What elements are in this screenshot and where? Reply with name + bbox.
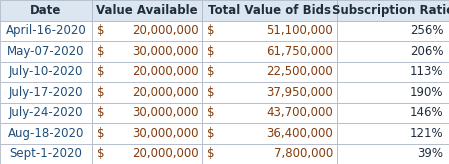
Text: 190%: 190% xyxy=(410,86,444,99)
Bar xyxy=(92,123,202,144)
Bar xyxy=(92,82,202,102)
Text: $: $ xyxy=(97,106,105,119)
Text: Aug-18-2020: Aug-18-2020 xyxy=(8,127,84,140)
Bar xyxy=(337,123,449,144)
Bar xyxy=(202,0,337,20)
Bar xyxy=(92,20,202,41)
Bar xyxy=(337,0,449,20)
Text: 113%: 113% xyxy=(410,65,444,78)
Bar xyxy=(0,102,92,123)
Bar xyxy=(0,62,92,82)
Text: $: $ xyxy=(97,86,105,99)
Bar xyxy=(0,41,92,62)
Text: July-17-2020: July-17-2020 xyxy=(9,86,83,99)
Bar xyxy=(202,41,337,62)
Text: 256%: 256% xyxy=(410,24,444,37)
Text: $: $ xyxy=(97,127,105,140)
Text: 39%: 39% xyxy=(418,147,444,160)
Text: 43,700,000: 43,700,000 xyxy=(266,106,333,119)
Text: 61,750,000: 61,750,000 xyxy=(266,45,333,58)
Bar xyxy=(92,62,202,82)
Bar xyxy=(337,62,449,82)
Bar xyxy=(202,20,337,41)
Text: Total Value of Bids: Total Value of Bids xyxy=(208,4,331,17)
Text: April-16-2020: April-16-2020 xyxy=(6,24,86,37)
Bar xyxy=(202,62,337,82)
Bar xyxy=(337,82,449,102)
Text: 206%: 206% xyxy=(410,45,444,58)
Text: Date: Date xyxy=(31,4,62,17)
Text: $: $ xyxy=(207,147,215,160)
Text: 30,000,000: 30,000,000 xyxy=(132,127,198,140)
Text: $: $ xyxy=(207,65,215,78)
Text: 30,000,000: 30,000,000 xyxy=(132,45,198,58)
Bar xyxy=(0,123,92,144)
Text: July-10-2020: July-10-2020 xyxy=(9,65,83,78)
Bar xyxy=(337,41,449,62)
Text: May-07-2020: May-07-2020 xyxy=(7,45,85,58)
Bar xyxy=(337,102,449,123)
Bar xyxy=(92,0,202,20)
Bar xyxy=(0,0,92,20)
Text: 20,000,000: 20,000,000 xyxy=(132,65,198,78)
Text: $: $ xyxy=(207,24,215,37)
Text: 22,500,000: 22,500,000 xyxy=(266,65,333,78)
Text: 20,000,000: 20,000,000 xyxy=(132,24,198,37)
Bar xyxy=(92,144,202,164)
Text: July-24-2020: July-24-2020 xyxy=(9,106,83,119)
Bar xyxy=(202,102,337,123)
Bar xyxy=(202,123,337,144)
Bar xyxy=(92,41,202,62)
Text: $: $ xyxy=(97,24,105,37)
Bar xyxy=(337,20,449,41)
Text: Sept-1-2020: Sept-1-2020 xyxy=(9,147,83,160)
Bar xyxy=(0,144,92,164)
Bar xyxy=(0,20,92,41)
Text: $: $ xyxy=(207,45,215,58)
Text: $: $ xyxy=(207,127,215,140)
Text: 7,800,000: 7,800,000 xyxy=(274,147,333,160)
Text: 20,000,000: 20,000,000 xyxy=(132,86,198,99)
Text: 20,000,000: 20,000,000 xyxy=(132,147,198,160)
Text: Subscription Ratio: Subscription Ratio xyxy=(332,4,449,17)
Bar xyxy=(92,102,202,123)
Bar xyxy=(202,82,337,102)
Bar xyxy=(337,144,449,164)
Text: $: $ xyxy=(207,86,215,99)
Text: Value Available: Value Available xyxy=(96,4,198,17)
Text: 121%: 121% xyxy=(410,127,444,140)
Text: 30,000,000: 30,000,000 xyxy=(132,106,198,119)
Text: $: $ xyxy=(97,45,105,58)
Bar xyxy=(202,144,337,164)
Bar xyxy=(0,82,92,102)
Text: $: $ xyxy=(97,65,105,78)
Text: $: $ xyxy=(207,106,215,119)
Text: 51,100,000: 51,100,000 xyxy=(266,24,333,37)
Text: $: $ xyxy=(97,147,105,160)
Text: 36,400,000: 36,400,000 xyxy=(266,127,333,140)
Text: 146%: 146% xyxy=(410,106,444,119)
Text: 37,950,000: 37,950,000 xyxy=(266,86,333,99)
